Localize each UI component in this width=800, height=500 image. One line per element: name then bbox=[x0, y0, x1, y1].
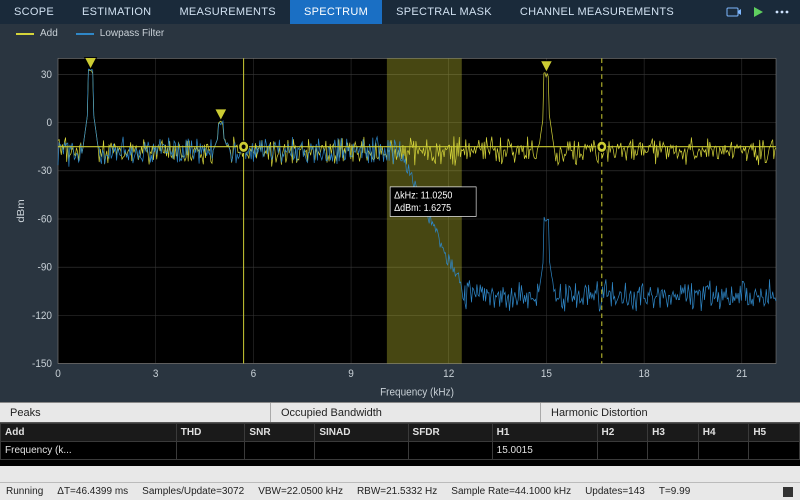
status-item: RBW=21.5332 Hz bbox=[357, 486, 437, 497]
status-item: ΔT=46.4399 ms bbox=[57, 486, 128, 497]
play-icon[interactable] bbox=[750, 4, 766, 20]
tab-channel-measurements[interactable]: CHANNEL MEASUREMENTS bbox=[506, 0, 688, 24]
legend-lowpass-filter: Lowpass Filter bbox=[76, 28, 164, 39]
section-harmonic-distortion[interactable]: Harmonic Distortion bbox=[540, 403, 780, 422]
svg-text:0: 0 bbox=[46, 116, 52, 129]
col-h2: H2 bbox=[597, 424, 648, 442]
stop-icon[interactable] bbox=[782, 486, 794, 498]
svg-text:0: 0 bbox=[55, 368, 61, 381]
svg-text:-30: -30 bbox=[38, 165, 52, 178]
col-h4: H4 bbox=[698, 424, 749, 442]
svg-text:15: 15 bbox=[541, 368, 552, 381]
table-row: Frequency (k...15.0015 bbox=[1, 442, 800, 460]
tab-estimation[interactable]: ESTIMATION bbox=[68, 0, 165, 24]
camera-icon[interactable] bbox=[726, 4, 742, 20]
tab-spectral-mask[interactable]: SPECTRAL MASK bbox=[382, 0, 506, 24]
svg-text:9: 9 bbox=[348, 368, 354, 381]
top-tabstrip: SCOPEESTIMATIONMEASUREMENTSSPECTRUMSPECT… bbox=[0, 0, 800, 24]
more-icon[interactable] bbox=[774, 4, 790, 20]
svg-text:30: 30 bbox=[41, 68, 52, 81]
svg-text:-150: -150 bbox=[32, 357, 52, 370]
status-bar: Running ΔT=46.4399 ms Samples/Update=3072… bbox=[0, 482, 800, 500]
col-thd: THD bbox=[176, 424, 245, 442]
section-peaks[interactable]: Peaks bbox=[0, 403, 270, 422]
svg-text:-60: -60 bbox=[38, 213, 52, 226]
horizontal-scrollbar[interactable] bbox=[0, 466, 800, 482]
svg-text:-120: -120 bbox=[32, 309, 52, 322]
svg-text:ΔkHz: 11.0250: ΔkHz: 11.0250 bbox=[394, 190, 452, 202]
svg-text:dBm: dBm bbox=[16, 199, 27, 222]
tab-spectrum[interactable]: SPECTRUM bbox=[290, 0, 382, 24]
svg-text:18: 18 bbox=[639, 368, 650, 381]
harmonic-table: AddTHDSNRSINADSFDRH1H2H3H4H5Frequency (k… bbox=[0, 422, 800, 466]
legend: Add Lowpass Filter bbox=[0, 24, 800, 43]
col-sinad: SINAD bbox=[315, 424, 408, 442]
status-item: Updates=143 bbox=[585, 486, 645, 497]
measurement-sections: PeaksOccupied BandwidthHarmonic Distorti… bbox=[0, 402, 800, 422]
col-sfdr: SFDR bbox=[408, 424, 492, 442]
status-item: Sample Rate=44.1000 kHz bbox=[451, 486, 571, 497]
section-occupied-bandwidth[interactable]: Occupied Bandwidth bbox=[270, 403, 540, 422]
status-running: Running bbox=[6, 486, 43, 497]
svg-text:Frequency (kHz): Frequency (kHz) bbox=[380, 386, 454, 399]
col-h1: H1 bbox=[492, 424, 597, 442]
tab-scope[interactable]: SCOPE bbox=[0, 0, 68, 24]
col-snr: SNR bbox=[245, 424, 315, 442]
tab-measurements[interactable]: MEASUREMENTS bbox=[165, 0, 290, 24]
svg-text:ΔdBm: 1.6275: ΔdBm: 1.6275 bbox=[394, 202, 451, 214]
svg-text:12: 12 bbox=[443, 368, 454, 381]
col-h5: H5 bbox=[749, 424, 800, 442]
status-item: Samples/Update=3072 bbox=[142, 486, 244, 497]
spectrum-chart: 0 3 6 9 12 15 18 21 -150 -120 -90 -60 -30 0 30 Frequenc… bbox=[0, 43, 800, 402]
svg-text:6: 6 bbox=[251, 368, 257, 381]
legend-add: Add bbox=[16, 28, 58, 39]
col-add: Add bbox=[1, 424, 177, 442]
svg-text:-90: -90 bbox=[38, 261, 52, 274]
col-h3: H3 bbox=[648, 424, 699, 442]
svg-text:3: 3 bbox=[153, 368, 159, 381]
status-item: VBW=22.0500 kHz bbox=[258, 486, 343, 497]
svg-text:21: 21 bbox=[736, 368, 747, 381]
status-item: T=9.99 bbox=[659, 486, 690, 497]
